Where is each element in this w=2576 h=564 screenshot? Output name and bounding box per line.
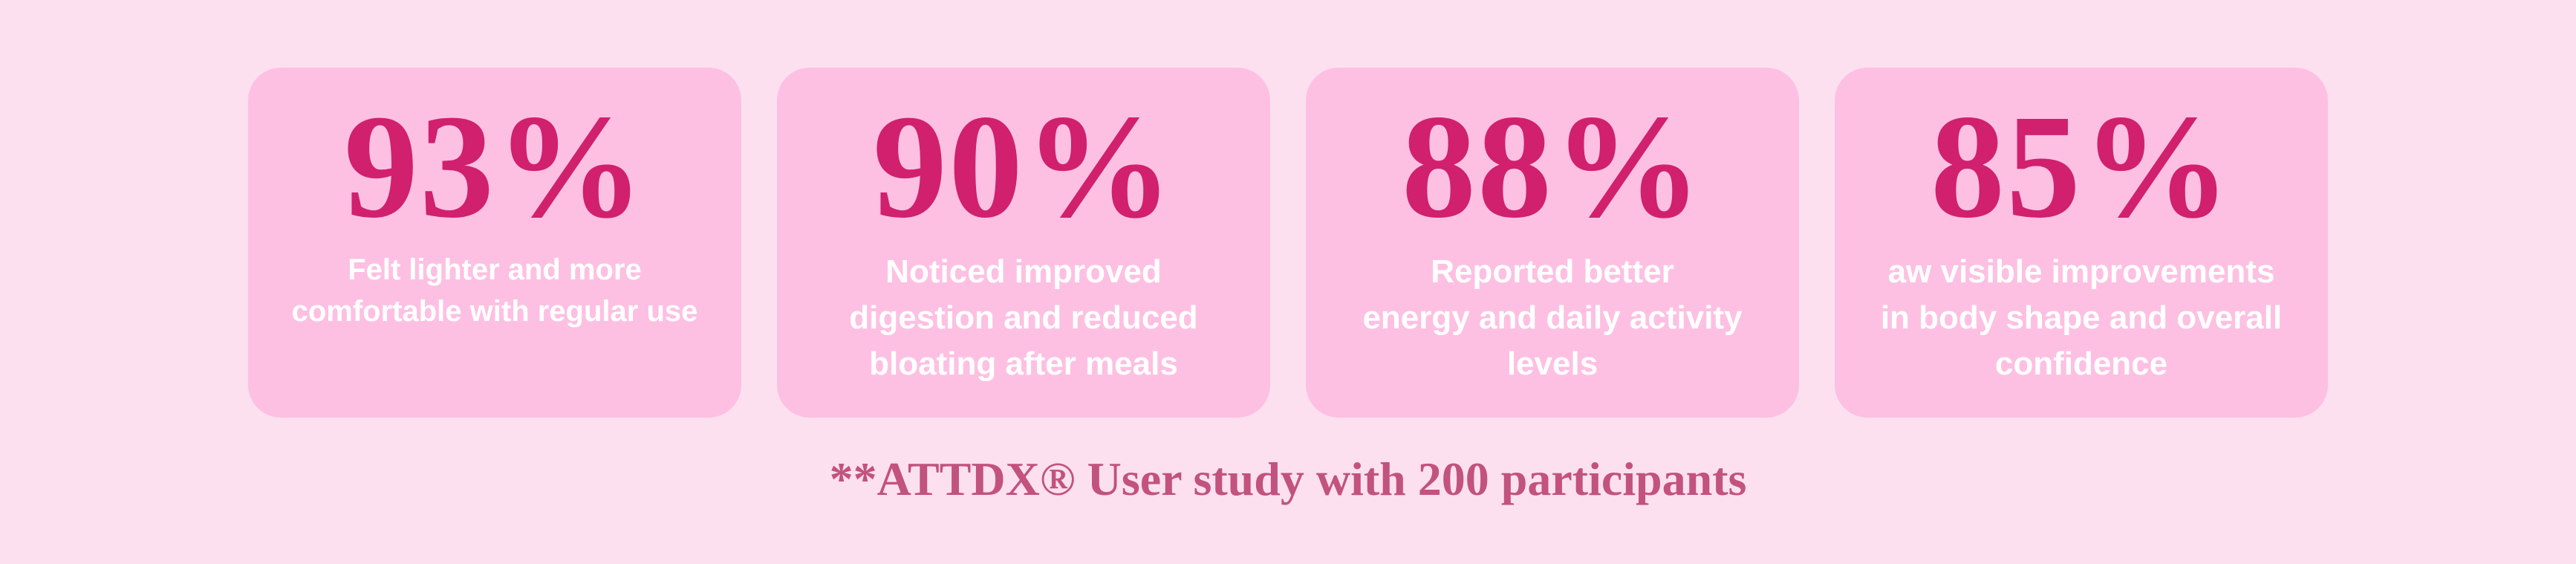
description-line: levels <box>1506 346 1598 382</box>
description-line: Reported better <box>1431 253 1674 290</box>
stat-value: 93% <box>344 85 645 249</box>
stat-card: 88% Reported better energy and daily activ… <box>1306 68 1799 418</box>
description-line: Noticed improved <box>885 253 1162 290</box>
stat-card: 85% aw visible improvements in body shape … <box>1835 68 2328 418</box>
description-line: aw visible improvements <box>1887 253 2275 290</box>
stat-value: 90% <box>873 85 1174 249</box>
description-line: energy and daily activity <box>1362 299 1743 336</box>
stat-card: 93% Felt lighter and more comfortable with… <box>248 68 741 418</box>
description-line: confidence <box>1994 346 2168 382</box>
stat-description: Noticed improved digestion and reduced blo… <box>777 249 1270 387</box>
description-line: comfortable with regular use <box>291 295 698 328</box>
description-line: digestion and reduced <box>849 299 1198 336</box>
description-line: Felt lighter and more <box>348 253 642 286</box>
description-line: in body shape and overall <box>1880 299 2283 336</box>
description-line: bloating after meals <box>869 346 1178 382</box>
stat-cards: 93% Felt lighter and more comfortable with… <box>248 68 2328 418</box>
stat-card: 90% Noticed improved digestion and reduced… <box>777 68 1270 418</box>
stat-value: 88% <box>1402 85 1703 249</box>
footnote: **ATTDX® User study with 200 participant… <box>829 453 1747 505</box>
stat-description: aw visible improvements in body shape and… <box>1835 249 2328 387</box>
stat-description: Reported better energy and daily activity… <box>1306 249 1799 387</box>
stat-value: 85% <box>1931 85 2232 249</box>
stat-description: Felt lighter and more comfortable with re… <box>248 249 741 332</box>
